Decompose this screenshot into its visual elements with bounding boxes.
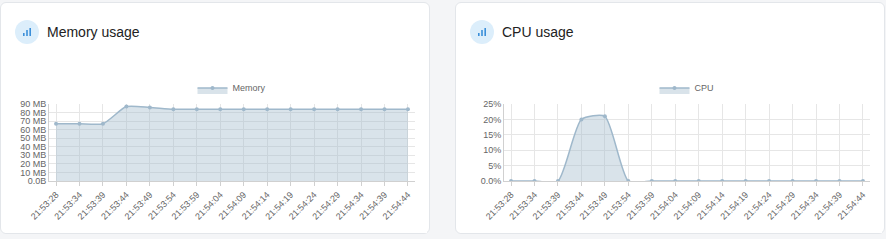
svg-text:21:53:39: 21:53:39	[531, 190, 563, 222]
svg-text:21:54:24: 21:54:24	[742, 190, 774, 222]
svg-text:21:53:54: 21:53:54	[601, 190, 633, 222]
svg-text:20 MB: 20 MB	[20, 159, 46, 169]
svg-text:CPU: CPU	[695, 83, 714, 93]
svg-text:40 MB: 40 MB	[20, 142, 46, 152]
svg-text:60 MB: 60 MB	[20, 125, 46, 135]
svg-text:21:54:39: 21:54:39	[357, 190, 389, 222]
svg-text:21:53:49: 21:53:49	[578, 190, 610, 222]
svg-text:10 MB: 10 MB	[20, 168, 46, 178]
svg-text:10%: 10%	[483, 145, 501, 155]
svg-text:21:54:09: 21:54:09	[671, 190, 703, 222]
svg-text:21:53:44: 21:53:44	[554, 190, 586, 222]
svg-text:21:54:14: 21:54:14	[240, 190, 272, 222]
svg-text:21:54:44: 21:54:44	[836, 190, 868, 222]
svg-text:21:54:24: 21:54:24	[287, 190, 319, 222]
svg-text:70 MB: 70 MB	[20, 116, 46, 126]
svg-text:90 MB: 90 MB	[20, 99, 46, 109]
svg-text:21:54:29: 21:54:29	[765, 190, 797, 222]
svg-text:21:54:44: 21:54:44	[381, 190, 413, 222]
svg-text:21:53:49: 21:53:49	[123, 190, 155, 222]
svg-text:25%: 25%	[483, 99, 501, 109]
svg-text:21:53:39: 21:53:39	[76, 190, 108, 222]
svg-text:21:53:28: 21:53:28	[484, 190, 516, 222]
svg-text:20%: 20%	[483, 115, 501, 125]
svg-text:50 MB: 50 MB	[20, 133, 46, 143]
html-text:CPU usage: CPU usage	[502, 24, 574, 40]
svg-text:80 MB: 80 MB	[20, 108, 46, 118]
svg-text:21:54:34: 21:54:34	[334, 190, 366, 222]
svg-text:15%: 15%	[483, 130, 501, 140]
svg-text:21:53:34: 21:53:34	[507, 190, 539, 222]
svg-text:21:54:19: 21:54:19	[718, 190, 750, 222]
svg-text:5%: 5%	[488, 161, 501, 171]
svg-text:21:53:59: 21:53:59	[625, 190, 657, 222]
svg-text:21:54:19: 21:54:19	[263, 190, 295, 222]
svg-text:0.0B: 0.0B	[28, 176, 47, 186]
svg-text:21:53:28: 21:53:28	[29, 190, 61, 222]
svg-text:21:54:39: 21:54:39	[812, 190, 844, 222]
html-text:Memory usage: Memory usage	[47, 24, 140, 40]
svg-text:0.0%: 0.0%	[481, 176, 502, 186]
svg-text:21:53:54: 21:53:54	[146, 190, 178, 222]
svg-text:21:53:59: 21:53:59	[170, 190, 202, 222]
svg-text:21:54:14: 21:54:14	[695, 190, 727, 222]
svg-text:21:53:44: 21:53:44	[99, 190, 131, 222]
svg-text:Memory: Memory	[233, 83, 266, 93]
svg-text:21:54:04: 21:54:04	[648, 190, 680, 222]
svg-text:21:54:09: 21:54:09	[216, 190, 248, 222]
svg-text:21:54:04: 21:54:04	[193, 190, 225, 222]
svg-text:30 MB: 30 MB	[20, 150, 46, 160]
svg-text:21:54:29: 21:54:29	[310, 190, 342, 222]
svg-text:21:54:34: 21:54:34	[789, 190, 821, 222]
svg-text:21:53:34: 21:53:34	[52, 190, 84, 222]
